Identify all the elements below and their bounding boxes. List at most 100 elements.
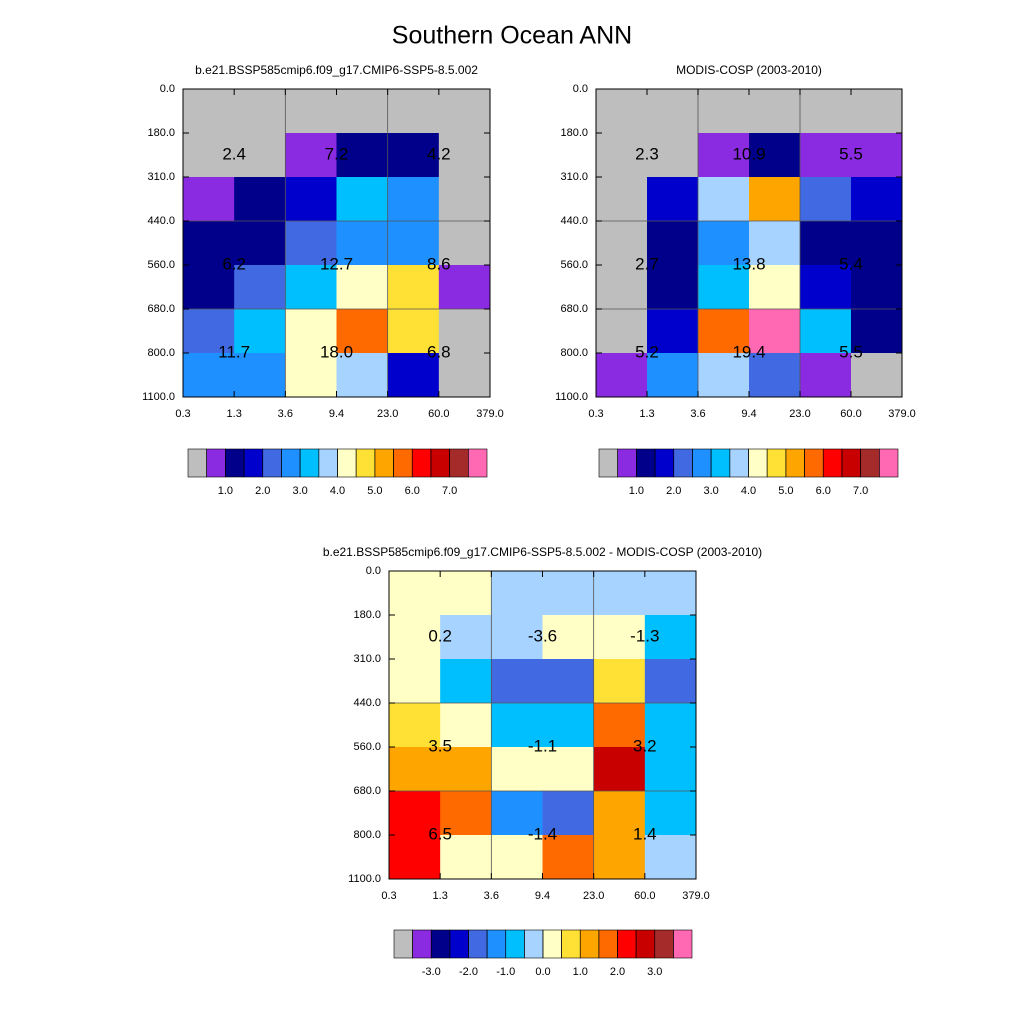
cell	[285, 221, 337, 266]
cell-annotation: 11.7	[218, 342, 250, 361]
cell	[336, 265, 389, 310]
cell	[491, 791, 543, 836]
cell-annotation: 6.2	[222, 254, 246, 273]
cell-annotation: -1.4	[528, 824, 557, 843]
cell	[593, 615, 646, 660]
cell	[596, 177, 648, 222]
cell-annotation: 5.4	[839, 254, 863, 273]
cell-annotation: 2.3	[635, 144, 659, 163]
x-tick-label: 0.3	[381, 890, 396, 902]
cell	[698, 89, 750, 134]
cell-annotation: 1.4	[633, 824, 657, 843]
colorbar-box	[617, 448, 637, 478]
cell	[542, 659, 595, 704]
colorbar-box	[636, 448, 656, 478]
cell-annotation: 6.5	[428, 824, 452, 843]
cell	[389, 747, 441, 792]
cell	[800, 89, 852, 134]
cell	[491, 747, 543, 792]
cell-annotation: 7.2	[325, 144, 349, 163]
cell	[800, 353, 852, 398]
y-tick-label: 0.0	[160, 83, 175, 95]
colorbar-box	[860, 448, 880, 478]
colorbar-box	[486, 929, 507, 959]
y-tick-label: 0.0	[366, 565, 381, 577]
y-tick-label: 180.0	[560, 127, 588, 139]
cell-annotation: 3.2	[633, 736, 657, 755]
cell	[336, 133, 389, 178]
cell	[183, 221, 235, 266]
cell	[387, 89, 440, 134]
cell	[234, 89, 286, 134]
x-tick-label: 60.0	[840, 408, 861, 420]
cell	[647, 353, 699, 398]
cell-annotation: 5.5	[839, 342, 863, 361]
colorbar-tick-label: 1.0	[218, 485, 233, 497]
cell	[644, 571, 697, 616]
colorbar-tick-label: 2.0	[610, 966, 625, 978]
cell-annotation: 2.4	[222, 144, 246, 163]
colorbar-box	[598, 448, 618, 478]
colorbar-box	[804, 448, 824, 478]
colorbar-box	[598, 929, 618, 959]
colorbar-box	[299, 448, 320, 478]
colorbar-box	[579, 929, 600, 959]
colorbar-box	[262, 448, 282, 478]
cell	[647, 265, 699, 310]
cell	[336, 89, 389, 134]
cell	[440, 747, 492, 792]
cell	[234, 221, 286, 266]
colorbar-tick-label: 5.0	[367, 485, 382, 497]
cell	[440, 659, 492, 704]
y-tick-label: 800.0	[147, 347, 175, 359]
cell	[285, 89, 337, 134]
cell	[698, 353, 750, 398]
y-tick-label: 800.0	[560, 347, 588, 359]
x-tick-label: 3.6	[278, 408, 293, 420]
cell	[749, 265, 801, 310]
colorbar-box	[449, 448, 469, 478]
colorbar-box	[524, 929, 544, 959]
colorbar-tick-label: -3.0	[422, 966, 441, 978]
cell	[644, 659, 697, 704]
colorbar-tick-label: 1.0	[573, 966, 588, 978]
y-tick-label: 180.0	[147, 127, 175, 139]
colorbar-tick-label: 2.0	[666, 485, 681, 497]
colorbar-tick-label: 1.0	[629, 485, 644, 497]
cell	[593, 659, 646, 704]
colorbar-box	[692, 448, 712, 478]
y-tick-label: 680.0	[353, 785, 381, 797]
cell	[851, 133, 903, 178]
colorbar-tick-label: 2.0	[255, 485, 270, 497]
cell	[285, 177, 337, 222]
colorbar-tick-label: 3.0	[292, 485, 307, 497]
cell	[800, 221, 852, 266]
colorbar-tick-label: 5.0	[778, 485, 793, 497]
cell	[593, 835, 646, 880]
y-tick-label: 310.0	[147, 171, 175, 183]
colorbar-box	[635, 929, 656, 959]
cell	[542, 615, 595, 660]
cell	[596, 265, 648, 310]
cell	[542, 791, 595, 836]
cell	[336, 353, 389, 398]
colorbar-box	[822, 448, 843, 478]
cell	[234, 353, 286, 398]
x-tick-label: 1.3	[227, 408, 242, 420]
cell	[438, 265, 491, 310]
cell	[438, 309, 491, 354]
colorbar-tick-label: 3.0	[647, 966, 662, 978]
colorbar-box	[430, 929, 451, 959]
x-tick-label: 23.0	[583, 890, 604, 902]
colorbar-box	[337, 448, 357, 478]
cell-annotation: 4.2	[427, 144, 451, 163]
cell	[336, 309, 389, 354]
cell-annotation: 0.2	[428, 626, 452, 645]
cell	[183, 265, 235, 310]
cell	[851, 309, 903, 354]
panel-title: b.e21.BSSP585cmip6.f09_g17.CMIP6-SSP5-8.…	[323, 545, 762, 559]
cell	[644, 835, 697, 880]
cell	[491, 703, 543, 748]
figure-title: Southern Ocean ANN	[392, 22, 632, 50]
